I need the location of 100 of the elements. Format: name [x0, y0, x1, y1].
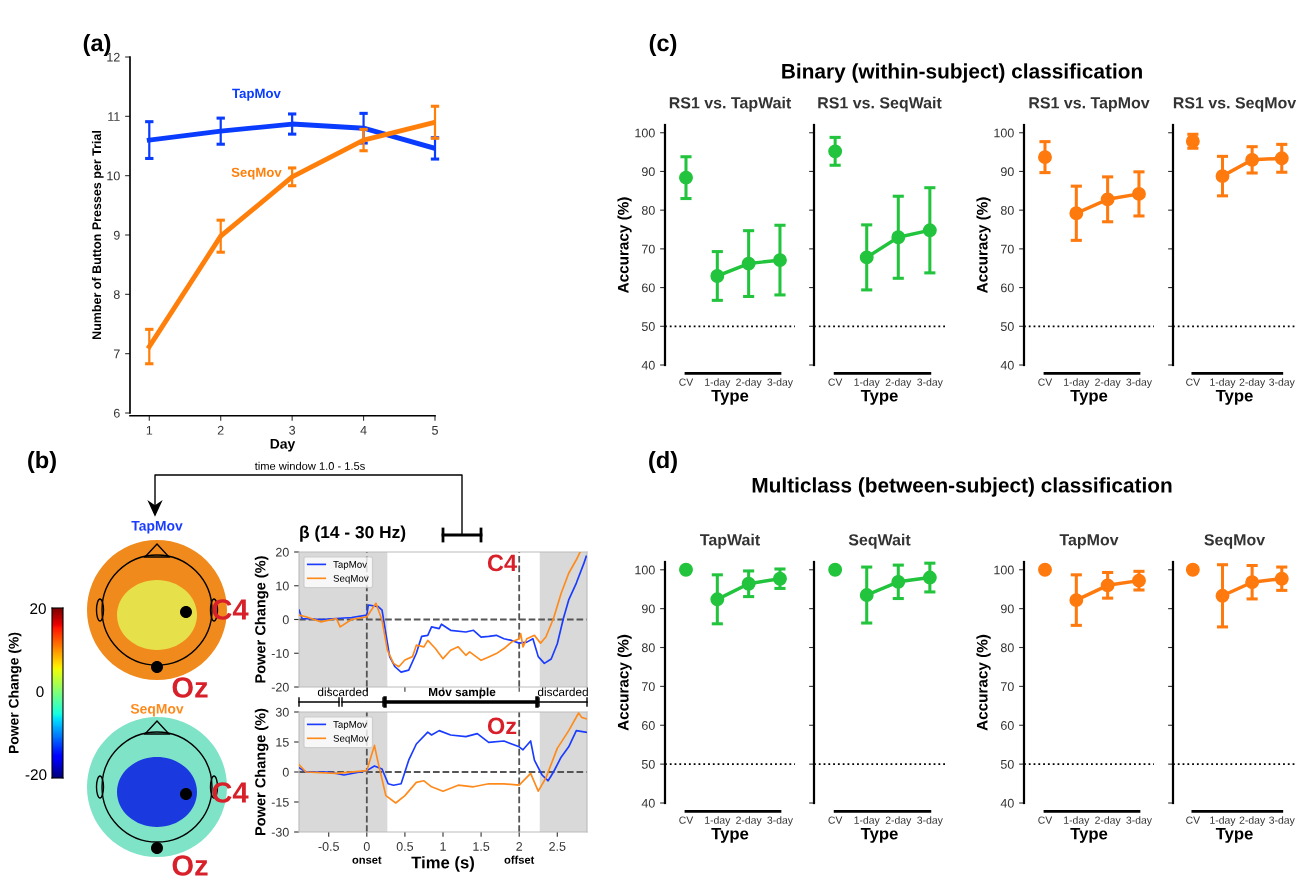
text: (b): [28, 451, 56, 474]
y-tick-label: 70: [642, 244, 655, 254]
series-label: SeqMov: [231, 167, 282, 180]
y-tick-label: 20: [276, 547, 289, 557]
x-tick-label: 4: [360, 425, 367, 435]
x-tick-label: CV: [1186, 378, 1201, 386]
y-tick-label: 8: [113, 290, 120, 299]
x-axis-title: Type: [711, 827, 749, 843]
x-tick-label: 1-day: [1210, 378, 1236, 388]
y-axis-title: Accuracy (%): [976, 634, 991, 731]
x-tick-label: CV: [1038, 378, 1053, 386]
x-axis-title: Day: [270, 439, 296, 452]
y-tick-label: 40: [641, 360, 655, 370]
y-tick-label: 50: [641, 322, 655, 331]
x-tick-label: 2-day: [1239, 816, 1266, 826]
y-tick-label: 80: [1000, 643, 1014, 653]
x-axis-title: Type: [860, 827, 898, 843]
x-axis-title: Type: [711, 389, 749, 405]
x-tick-label: 3-day: [1126, 378, 1152, 388]
y-axis-title: Accuracy (%): [617, 197, 632, 294]
x-tick-label: 2-day: [1095, 816, 1121, 826]
x-tick-label: 2-day: [885, 378, 912, 388]
text: discarded: [317, 687, 368, 697]
x-tick-label: 2-day: [1239, 378, 1266, 388]
y-tick-label: 40: [641, 798, 655, 808]
chart-title: TapWait: [700, 533, 760, 549]
y-tick-label: 0: [282, 615, 289, 625]
x-tick-label: -0.5: [318, 842, 339, 851]
x-tick-label: 1-day: [1210, 816, 1236, 826]
x-tick-label: CV: [828, 816, 843, 824]
x-tick-label: 3-day: [767, 378, 793, 388]
y-tick-label: 90: [1000, 604, 1014, 614]
y-tick-label: 30: [275, 707, 289, 717]
y-tick-label: 50: [641, 759, 655, 769]
x-tick-label: 5: [432, 425, 438, 435]
y-tick-label: 90: [1000, 167, 1014, 177]
y-tick-label: 15: [276, 737, 289, 747]
x-tick-label: CV: [679, 816, 694, 824]
x-tick-label: 3-day: [1269, 816, 1295, 826]
y-tick-label: 70: [1001, 244, 1014, 254]
y-axis-title: Number of Button Presses per Trial: [91, 130, 104, 340]
text: (c): [649, 34, 677, 57]
text: 20: [30, 603, 46, 615]
y-tick-label: 40: [1000, 360, 1014, 370]
y-tick-label: 50: [1000, 322, 1014, 331]
text: Multiclass (between-subject) classification: [752, 477, 1172, 497]
x-tick-label: 2-day: [736, 378, 762, 388]
x-tick-label: 1-day: [705, 378, 731, 388]
y-tick-label: 60: [1001, 283, 1014, 293]
text: time window 1.0 - 1.5s: [254, 461, 365, 470]
x-tick-label: 2.5: [549, 842, 566, 851]
x-axis-title: Type: [860, 389, 898, 405]
chart-title: RS1 vs. TapMov: [1029, 97, 1150, 112]
text: discarded: [537, 687, 588, 697]
text: SeqMov: [130, 703, 184, 717]
legend-label: TapMov: [333, 721, 368, 730]
y-tick-label: 60: [1001, 721, 1014, 730]
y-tick-label: 10: [276, 581, 289, 591]
x-tick-label: 2-day: [736, 816, 762, 826]
x-tick-label: 2: [516, 842, 523, 851]
x-tick-label: 3-day: [917, 816, 943, 826]
chart-title: RS1 vs. SeqWait: [818, 96, 942, 112]
y-tick-label: 10: [107, 171, 120, 181]
x-tick-label: 1-day: [1064, 816, 1090, 826]
y-tick-label: 60: [642, 283, 655, 293]
x-tick-label: 1-day: [705, 816, 731, 826]
x-tick-label: 2-day: [885, 816, 912, 826]
y-tick-label: 40: [1000, 798, 1014, 808]
y-tick-label: 70: [642, 682, 655, 692]
text: Binary (within-subject) classification: [782, 63, 1142, 83]
y-axis-title: Accuracy (%): [976, 197, 991, 294]
x-tick-label: 1-day: [1064, 378, 1090, 388]
x-tick-label: CV: [1038, 816, 1053, 824]
legend-label: TapMov: [333, 561, 368, 570]
annotation: Oz: [487, 717, 517, 735]
x-tick-label: 1: [440, 842, 446, 851]
x-axis-title: Type: [1215, 827, 1253, 843]
y-tick-label: 6: [113, 408, 120, 418]
y-tick-label: 9: [113, 230, 120, 240]
x-axis-title: Type: [1215, 389, 1253, 405]
chart-title: SeqWait: [848, 533, 911, 549]
x-tick-label: 3: [289, 425, 296, 435]
text: -20: [25, 769, 47, 781]
y-tick-label: 90: [641, 604, 655, 614]
chart-title: SeqMov: [1204, 534, 1266, 549]
x-axis-title: Type: [1070, 827, 1108, 843]
y-tick-label: 11: [108, 112, 120, 121]
y-tick-label: 70: [1001, 682, 1014, 692]
y-axis-title: Power Change (%): [254, 556, 269, 683]
y-axis-title: Power Change (%): [254, 708, 269, 836]
y-tick-label: 0: [282, 767, 289, 777]
x-axis-title: Time (s): [411, 856, 474, 872]
x-tick-label: 0: [363, 842, 370, 851]
x-tick-label: 2-day: [1095, 378, 1121, 388]
y-tick-label: 100: [635, 128, 655, 138]
y-tick-label: -10: [271, 649, 289, 658]
y-tick-label: 100: [994, 128, 1014, 138]
text: Oz: [172, 677, 208, 698]
color-bar-title: Power Change (%): [8, 632, 22, 754]
y-tick-label: 100: [635, 565, 655, 575]
